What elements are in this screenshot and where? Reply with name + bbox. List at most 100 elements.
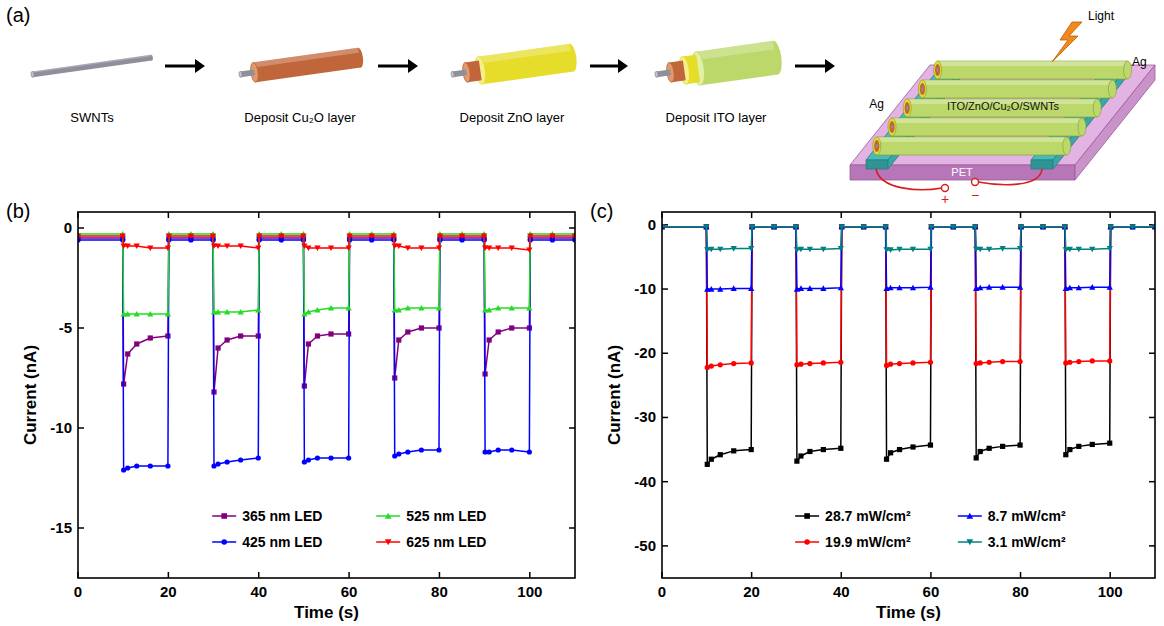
- data-point: [369, 233, 375, 239]
- data-point: [717, 286, 723, 292]
- arrow-head: [618, 59, 628, 73]
- data-point: [807, 247, 813, 253]
- data-point: [305, 309, 311, 315]
- data-point: [928, 224, 934, 230]
- data-point: [987, 360, 992, 365]
- step-label: Deposit ITO layer: [666, 110, 768, 125]
- data-point: [887, 285, 893, 291]
- data-point: [794, 459, 799, 464]
- data-point: [255, 307, 261, 313]
- legend: 365 nm LED425 nm LED525 nm LED625 nm LED: [212, 508, 486, 550]
- pet-label: PET: [951, 166, 973, 178]
- x-tick-label: 40: [250, 583, 267, 600]
- data-point: [986, 247, 992, 253]
- plot-frame: [78, 212, 575, 578]
- series-line: [78, 234, 575, 314]
- data-point: [405, 329, 410, 334]
- data-point: [396, 337, 401, 342]
- data-point: [238, 309, 244, 315]
- data-point: [861, 224, 867, 230]
- plot-area: [662, 224, 1155, 467]
- y-tick-right: [1149, 353, 1155, 355]
- data-point: [125, 311, 131, 317]
- terminal-label: −: [971, 187, 979, 203]
- wire-body: [892, 118, 1082, 136]
- x-tick-label: 80: [1012, 583, 1029, 600]
- legend-label: 28.7 mW/cm²: [825, 508, 911, 524]
- data-point: [838, 285, 844, 291]
- wire-face: [876, 144, 878, 148]
- x-tick-label: 40: [833, 583, 850, 600]
- arrow: [795, 65, 826, 68]
- wire-end: [1124, 61, 1132, 79]
- data-point: [405, 245, 411, 251]
- data-point: [1108, 224, 1114, 230]
- wire-body: [922, 80, 1112, 98]
- data-point: [509, 325, 514, 330]
- data-point: [238, 333, 243, 338]
- legend-label: 625 nm LED: [406, 534, 486, 550]
- series-line: [662, 227, 1155, 465]
- data-point: [839, 224, 845, 230]
- cylinder-face: [451, 71, 455, 77]
- data-point: [749, 360, 754, 365]
- x-tick-top: [168, 212, 170, 218]
- data-point: [798, 247, 804, 253]
- panel-a: (a)SWNTsDeposit Cu₂O layerDeposit ZnO la…: [6, 4, 1155, 207]
- data-point: [708, 247, 714, 253]
- data-point: [1076, 285, 1082, 291]
- data-point: [134, 311, 140, 317]
- data-point: [148, 463, 153, 468]
- data-point: [225, 459, 230, 464]
- arrow: [378, 65, 409, 68]
- ag-label: Ag: [869, 97, 884, 111]
- data-point: [986, 284, 992, 290]
- chart: 020406080100-50-40-30-20-100Time (s)Curr…: [590, 200, 1158, 622]
- wire-face: [937, 68, 939, 72]
- data-point: [1040, 224, 1046, 230]
- x-tick-top: [751, 212, 753, 218]
- step-label: SWNTs: [70, 110, 114, 125]
- y-tick: [662, 481, 668, 483]
- cylinder-face: [239, 71, 243, 77]
- data-point: [396, 243, 402, 249]
- x-tick: [348, 572, 350, 578]
- y-tick-label: -15: [50, 519, 72, 536]
- wire-body: [877, 137, 1067, 155]
- wire-face: [903, 99, 911, 117]
- data-point: [910, 285, 916, 291]
- data-point: [1063, 452, 1068, 457]
- data-point: [1017, 284, 1023, 290]
- cylinder-body: [696, 41, 778, 86]
- arrow: [165, 65, 196, 68]
- legend: 28.7 mW/cm²19.9 mW/cm²8.7 mW/cm²3.1 mW/c…: [795, 508, 1066, 550]
- x-tick-top: [841, 212, 843, 218]
- wire-label: ITO/ZnO/Cu₂O/SWNTs: [947, 100, 1060, 112]
- x-tick-label: 80: [431, 583, 448, 600]
- x-tick-label: 100: [517, 583, 542, 600]
- data-point: [838, 360, 843, 365]
- x-tick: [751, 572, 753, 578]
- arrow: [590, 65, 619, 68]
- data-point: [396, 451, 401, 456]
- cylinder-highlight: [478, 44, 570, 64]
- data-point: [346, 305, 352, 311]
- data-point: [927, 247, 933, 253]
- wire-face: [888, 118, 896, 136]
- data-point: [328, 331, 333, 336]
- data-point: [396, 307, 402, 313]
- y-tick-label: -10: [634, 280, 656, 297]
- data-point: [978, 360, 983, 365]
- x-tick-label: 0: [74, 583, 82, 600]
- data-point: [807, 285, 813, 291]
- data-point: [798, 453, 803, 458]
- cylinder-highlight: [253, 48, 359, 68]
- x-axis-title: Time (s): [294, 603, 359, 622]
- ag-label: Ag: [1132, 55, 1147, 69]
- data-point: [927, 284, 933, 290]
- y-tick-right: [569, 427, 575, 429]
- legend-marker: [804, 513, 810, 519]
- data-point: [165, 463, 170, 468]
- x-tick-top: [258, 212, 260, 218]
- data-point: [748, 246, 754, 252]
